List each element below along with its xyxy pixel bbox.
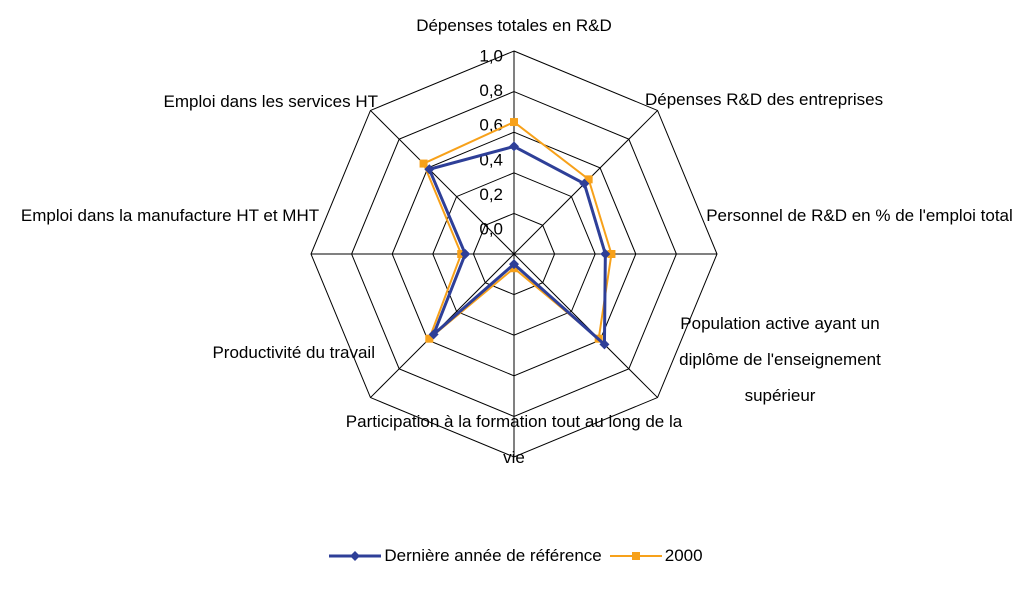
legend-swatch xyxy=(609,552,662,560)
category-label: Emploi dans la manufacture HT et MHT xyxy=(20,206,320,225)
r-tick-label: 1,0 xyxy=(479,46,503,65)
series-line xyxy=(427,144,607,348)
point xyxy=(428,329,439,340)
category-label: Population active ayant un diplôme de l'… xyxy=(679,314,881,405)
legend-label: 2000 xyxy=(664,546,703,565)
category-label: Personnel de R&D en % de l'emploi total xyxy=(706,206,1013,225)
r-tick-label: 0,8 xyxy=(479,81,503,100)
point xyxy=(510,118,518,127)
point xyxy=(607,250,616,258)
legend-label: Dernière année de référence xyxy=(384,546,602,565)
category-label: Emploi dans les services HT xyxy=(163,92,378,111)
spoke xyxy=(513,253,658,398)
spoke xyxy=(370,110,515,255)
r-tick-label: 0,0 xyxy=(479,219,503,238)
point xyxy=(460,249,471,259)
point xyxy=(579,178,590,189)
legend: Dernière année de référence 2000 xyxy=(0,546,1032,568)
point xyxy=(419,159,428,168)
point xyxy=(424,164,435,175)
point xyxy=(509,259,519,270)
legend-marker xyxy=(350,551,361,561)
category-label: Participation à la formation tout au lon… xyxy=(345,412,683,467)
series-line xyxy=(422,120,613,342)
legend-item: Dernière année de référence xyxy=(329,546,602,566)
category-label: Dépenses R&D des entreprises xyxy=(645,90,884,109)
category-label: Productivité du travail xyxy=(212,343,375,362)
point xyxy=(600,249,611,259)
point xyxy=(584,175,593,184)
legend-swatch xyxy=(329,551,382,561)
r-tick-label: 0,2 xyxy=(479,185,503,204)
legend-marker xyxy=(631,552,640,560)
legend-item: 2000 xyxy=(609,546,703,566)
point xyxy=(425,334,434,343)
point xyxy=(599,339,610,350)
category-label: Dépenses totales en R&D xyxy=(416,16,612,35)
point xyxy=(509,141,519,152)
